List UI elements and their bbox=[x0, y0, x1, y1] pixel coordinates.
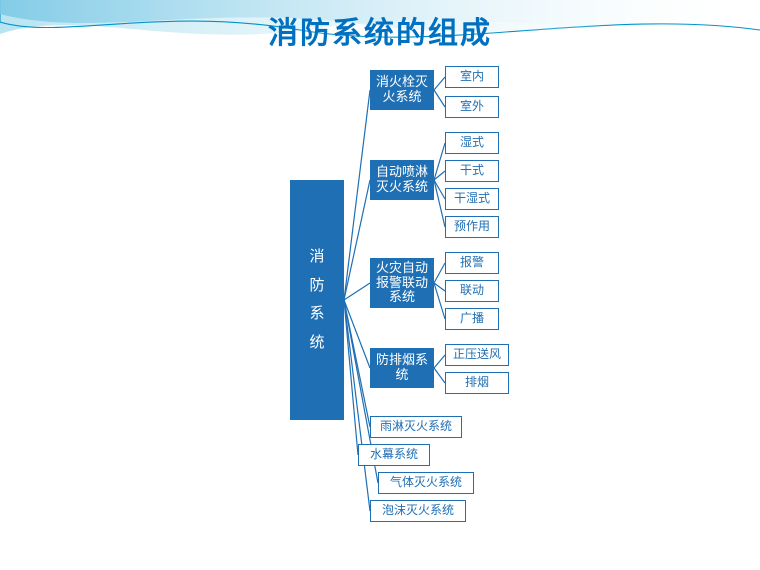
tree-node-a8: 泡沫灭火系统 bbox=[370, 500, 466, 522]
slide: 消防系统的组成 消 防 系 统消火栓灭火系统室内室外自动喷淋灭火系统湿式干式干湿… bbox=[0, 0, 760, 570]
tree-node-label: 干式 bbox=[460, 164, 484, 178]
tree-node-label: 防排烟系统 bbox=[372, 353, 432, 383]
tree-node-a4c1: 正压送风 bbox=[445, 344, 509, 366]
tree-node-a3c3: 广播 bbox=[445, 308, 499, 330]
tree-node-a3c1: 报警 bbox=[445, 252, 499, 274]
tree-node-a6: 水幕系统 bbox=[358, 444, 430, 466]
tree-node-a3c2: 联动 bbox=[445, 280, 499, 302]
tree-edge bbox=[434, 355, 445, 368]
tree-node-a7: 气体灭火系统 bbox=[378, 472, 474, 494]
tree-node-a2: 自动喷淋灭火系统 bbox=[370, 160, 434, 200]
tree-edge bbox=[344, 283, 370, 300]
tree-edge bbox=[434, 263, 445, 283]
tree-node-root: 消 防 系 统 bbox=[290, 180, 344, 420]
tree-node-label: 水幕系统 bbox=[370, 448, 418, 462]
tree-node-label: 消火栓灭火系统 bbox=[372, 75, 432, 105]
tree-node-label: 室外 bbox=[460, 100, 484, 114]
tree-node-a2c1: 湿式 bbox=[445, 132, 499, 154]
tree-node-label: 干湿式 bbox=[454, 192, 490, 206]
tree-node-a4c2: 排烟 bbox=[445, 372, 509, 394]
tree-edge bbox=[434, 283, 445, 319]
tree-node-a3: 火灾自动报警联动系统 bbox=[370, 258, 434, 308]
tree-node-label: 火灾自动报警联动系统 bbox=[372, 261, 432, 306]
tree-edge bbox=[434, 90, 445, 107]
tree-node-label: 消 防 系 统 bbox=[309, 243, 324, 357]
tree-edge bbox=[434, 180, 445, 227]
tree-node-a1c2: 室外 bbox=[445, 96, 499, 118]
tree-node-a4: 防排烟系统 bbox=[370, 348, 434, 388]
tree-edge bbox=[344, 90, 370, 300]
tree-node-a2c3: 干湿式 bbox=[445, 188, 499, 210]
tree-edge bbox=[434, 143, 445, 180]
tree-node-label: 泡沫灭火系统 bbox=[382, 504, 454, 518]
tree-node-label: 气体灭火系统 bbox=[390, 476, 462, 490]
tree-node-a1c1: 室内 bbox=[445, 66, 499, 88]
tree-edge bbox=[434, 77, 445, 90]
tree-node-label: 联动 bbox=[460, 284, 484, 298]
tree-node-label: 排烟 bbox=[465, 376, 489, 390]
tree-node-label: 雨淋灭火系统 bbox=[380, 420, 452, 434]
tree-node-label: 自动喷淋灭火系统 bbox=[372, 165, 432, 195]
tree-edge bbox=[434, 368, 445, 383]
tree-node-a1: 消火栓灭火系统 bbox=[370, 70, 434, 110]
tree-node-label: 湿式 bbox=[460, 136, 484, 150]
tree-node-label: 室内 bbox=[460, 70, 484, 84]
tree-node-a2c4: 预作用 bbox=[445, 216, 499, 238]
tree-edge bbox=[344, 300, 358, 455]
tree-node-label: 预作用 bbox=[454, 220, 490, 234]
tree-node-a2c2: 干式 bbox=[445, 160, 499, 182]
tree-node-label: 报警 bbox=[460, 256, 484, 270]
tree-node-label: 广播 bbox=[460, 312, 484, 326]
tree-node-a5: 雨淋灭火系统 bbox=[370, 416, 462, 438]
tree-node-label: 正压送风 bbox=[453, 348, 501, 362]
